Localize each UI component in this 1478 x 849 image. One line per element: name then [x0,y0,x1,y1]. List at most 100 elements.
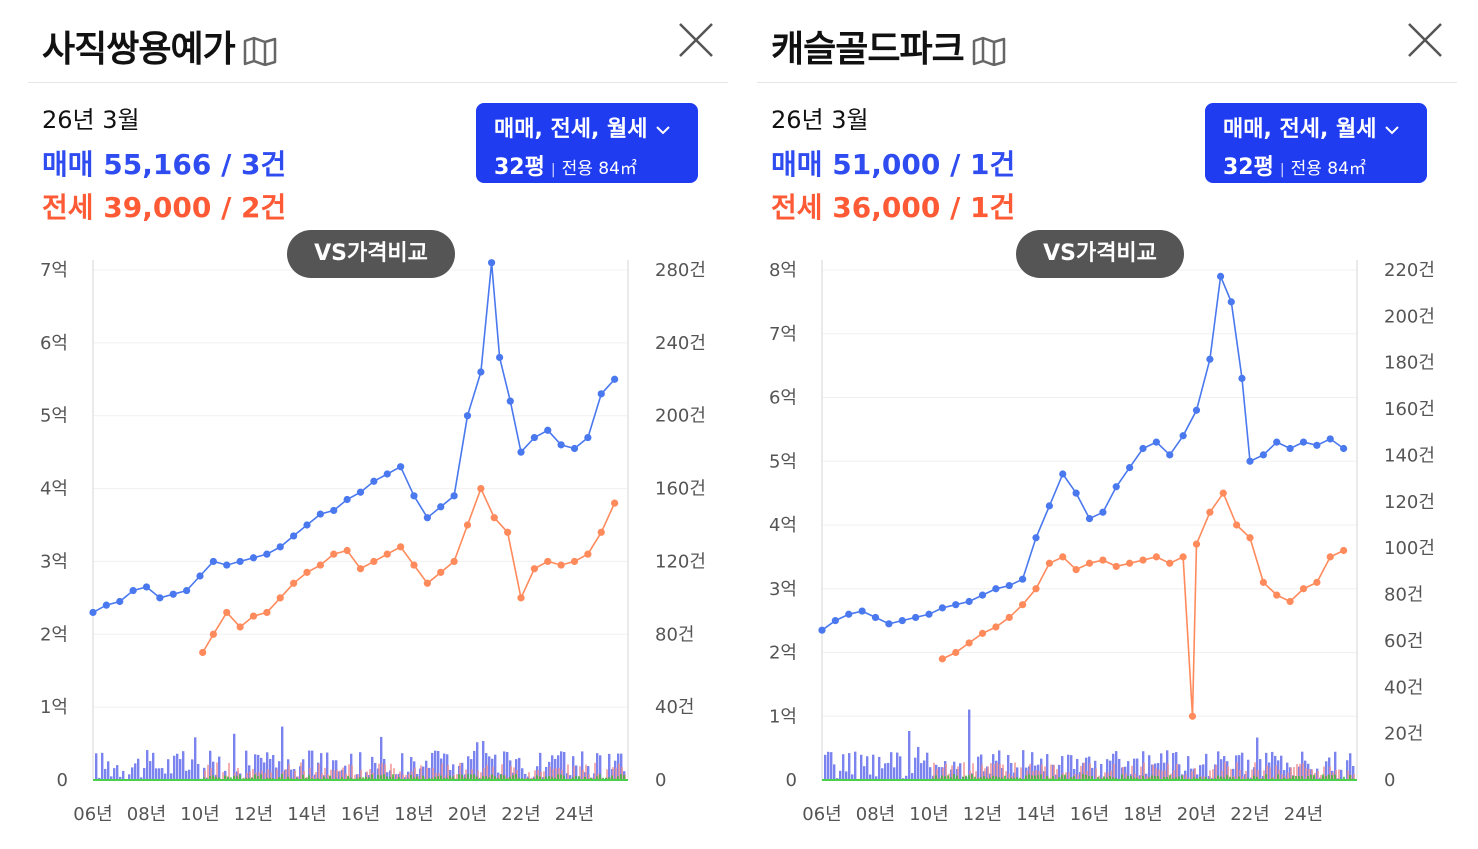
volume-bar-jeonse [330,769,332,780]
data-point-sale [584,433,592,442]
volume-bar-wolse [1217,775,1219,780]
volume-bar-wolse [554,777,556,780]
volume-bar-jeonse [1329,766,1331,780]
volume-bar-wolse [1085,774,1087,780]
close-icon[interactable] [676,20,716,60]
volume-bar-wolse [620,774,622,780]
volume-bar-wolse [608,777,610,780]
y-right-tick-label: 120건 [1384,492,1435,513]
volume-bar-wolse [1082,774,1084,780]
volume-bar-wolse [1148,777,1150,780]
volume-bar-wolse [1109,776,1111,780]
volume-bar-sale [575,765,578,780]
volume-bar-jeonse [1251,769,1253,780]
data-point-sale [1273,438,1281,446]
volume-bar-jeonse [558,768,560,780]
volume-bar-wolse [1277,774,1279,780]
volume-bar-wolse [974,776,976,780]
volume-bar-wolse [575,775,577,780]
volume-bar-wolse [413,777,415,780]
volume-bar-jeonse [270,771,272,780]
volume-bar-wolse [236,776,238,780]
volume-bar-jeonse [1089,763,1091,780]
volume-bar-sale [1286,762,1289,780]
volume-bar-jeonse [321,773,323,780]
volume-bar-jeonse [1026,770,1028,780]
latest-date: 26년 3월 [42,106,140,134]
volume-bar-jeonse [357,774,359,780]
volume-bar-wolse [1136,777,1138,780]
x-tick-label: 10년 [180,804,219,825]
data-point-sale [196,572,204,580]
map-icon[interactable] [243,36,277,66]
volume-bar-jeonse [933,762,935,780]
data-point-jeonse [1299,585,1308,593]
data-point-sale [477,368,485,376]
volume-bar-sale [212,761,215,780]
volume-bar-sale [914,757,917,780]
volume-bar-jeonse [486,765,488,780]
y-left-tick-label: 5억 [769,451,797,472]
data-point-jeonse [343,546,351,555]
filter-dropdown[interactable]: 매매, 전세, 월세 32평 | 전용 84㎡ [476,103,698,183]
data-point-sale [1192,406,1201,414]
volume-bar-sale [281,726,284,780]
volume-bar-sale [152,752,155,780]
volume-bar-jeonse [513,767,515,780]
data-point-sale [1340,444,1348,453]
volume-bar-sale [860,754,863,780]
data-point-jeonse [584,550,592,558]
volume-bar-wolse [377,775,379,780]
volume-bar-jeonse [1122,766,1124,780]
volume-bar-sale [869,774,872,780]
volume-bar-wolse [281,774,283,780]
volume-bar-wolse [218,777,220,780]
volume-bar-jeonse [621,767,623,780]
vs-compare-button[interactable]: VS가격비교 [287,230,455,278]
map-icon[interactable] [972,36,1006,66]
volume-bar-jeonse [318,763,320,780]
volume-bar-sale [308,750,311,780]
data-point-jeonse [1246,534,1254,542]
data-point-sale [1019,575,1027,583]
y-left-tick-label: 7억 [769,324,797,345]
data-point-jeonse [490,514,498,522]
vs-compare-button[interactable]: VS가격비교 [1016,230,1184,278]
filter-area: 전용 84㎡ [1290,159,1366,179]
volume-bar-jeonse [1263,770,1265,780]
volume-bar-jeonse [582,769,584,780]
volume-bar-sale [467,756,470,780]
filter-dropdown[interactable]: 매매, 전세, 월세 32평 | 전용 84㎡ [1205,103,1427,183]
volume-bar-wolse [1070,777,1072,780]
data-point-jeonse [504,528,512,536]
volume-bar-sale [875,776,878,780]
volume-bar-sale [134,763,137,780]
volume-bar-jeonse [1191,771,1193,780]
volume-bar-sale [167,759,170,780]
volume-bar-wolse [605,777,607,780]
x-tick-label: 06년 [802,804,841,825]
volume-bar-sale [179,759,182,780]
volume-bar-sale [863,766,866,780]
data-point-sale [169,590,177,598]
x-tick-label: 16년 [341,804,380,825]
volume-bar-sale [1205,753,1208,780]
volume-bar-sale [113,768,116,780]
data-point-jeonse [1126,559,1134,567]
volume-bar-wolse [602,777,604,780]
data-point-jeonse [597,528,605,536]
jeonse-summary: 전세 36,000 / 1건 [771,191,1016,224]
volume-bar-wolse [998,777,1000,780]
volume-bar-jeonse [354,774,356,780]
volume-bar-wolse [1073,776,1075,780]
volume-bar-sale [1031,752,1034,780]
volume-bar-sale [119,776,122,780]
volume-bar-jeonse [384,764,386,780]
volume-bar-jeonse [210,768,212,780]
volume-bar-wolse [956,775,958,780]
data-point-jeonse [236,623,244,631]
volume-bar-sale [164,773,167,780]
close-icon[interactable] [1405,20,1445,60]
data-point-jeonse [223,608,231,617]
y-left-tick-label: 3억 [769,579,797,600]
